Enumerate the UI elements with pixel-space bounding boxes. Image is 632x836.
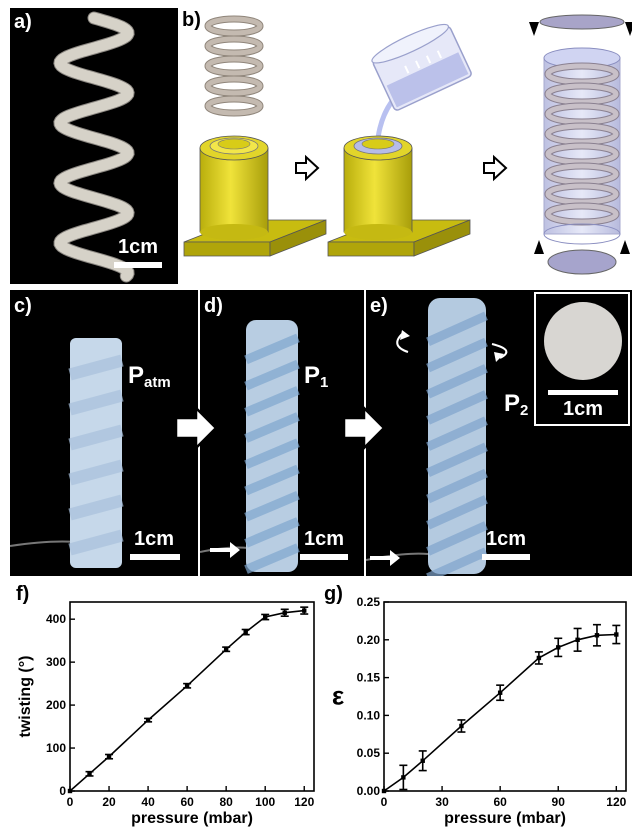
panel-d-scale-bar: [300, 554, 348, 560]
y-axis-label: ε: [332, 681, 344, 711]
series-line: [383, 633, 617, 792]
data-point: [67, 788, 73, 794]
x-tick-label: 30: [435, 795, 449, 809]
data-point: [243, 629, 248, 635]
data-point: [556, 645, 561, 650]
data-point: [459, 723, 464, 729]
y-tick-label: 0: [59, 784, 66, 798]
plot-frame: [69, 601, 315, 792]
data-point: [302, 608, 307, 613]
data-point: [614, 632, 619, 637]
pressure-label-p1: P1: [304, 362, 329, 391]
molding-process-diagram: [183, 14, 632, 275]
x-tick-label: 0: [381, 795, 388, 809]
pressure-label-p2: P2: [504, 390, 529, 419]
panel-g-label: g): [324, 583, 343, 605]
panel-a-label: a): [14, 11, 32, 33]
y-tick-label: 0.15: [357, 671, 381, 685]
y-axis-label: twisting (°): [17, 656, 34, 738]
x-axis-label: pressure (mbar): [131, 810, 253, 827]
data-point: [106, 754, 112, 759]
chart-g-strain: 0 30 60 90 120 0.00 0.05 0.10 0.15 0.20 0.25 pressu…: [332, 595, 627, 827]
cross-section-inset: 1cm: [534, 292, 630, 426]
y-tick-label: 400: [46, 612, 66, 626]
panel-a-scale-label: 1cm: [117, 236, 159, 258]
actuator-photo-p1: [200, 320, 300, 574]
data-point: [87, 771, 92, 777]
data-point: [497, 690, 503, 695]
panel-c-label: c): [14, 295, 32, 317]
series-line: [69, 609, 305, 792]
y-tick-label: 100: [46, 741, 66, 755]
panel-b-label: b): [182, 9, 201, 31]
pouring-beaker: [371, 23, 472, 139]
panel-f: f) 0 20 40 60 80 100 120 0 100 200 300 400 pressure …: [0, 578, 322, 836]
panel-c: c) Patm 1cm: [10, 290, 198, 576]
y-tick-label: 0.10: [357, 708, 381, 722]
yellow-mold-1: [183, 135, 327, 257]
data-point: [420, 758, 425, 763]
spiral-core-illustration: [204, 15, 264, 117]
yellow-mold-2: [327, 135, 471, 257]
data-point: [263, 614, 268, 620]
data-point: [381, 788, 387, 794]
data-point: [536, 655, 542, 661]
x-tick-label: 20: [102, 795, 116, 809]
x-tick-label: 120: [294, 795, 314, 809]
x-tick-label: 0: [67, 795, 74, 809]
panel-e: e) P2 1cm 1cm: [366, 290, 632, 576]
data-point: [282, 610, 287, 615]
actuator-photo-atmospheric: [10, 338, 124, 568]
actuator-photo-p2: [366, 298, 508, 576]
panel-e-scale-bar: [482, 554, 530, 560]
x-tick-label: 100: [255, 795, 275, 809]
panel-d: d) P1 1cm: [200, 290, 364, 576]
panel-c-scale-bar: [130, 554, 180, 560]
x-tick-label: 120: [606, 795, 626, 809]
x-tick-label: 60: [493, 795, 507, 809]
panel-a: a) 1cm: [10, 8, 178, 284]
data-point: [184, 683, 190, 688]
data-point: [223, 647, 229, 652]
panel-f-label: f): [16, 583, 30, 605]
data-point: [401, 775, 406, 780]
inset-scale-bar: [548, 390, 618, 395]
panel-b: b): [178, 8, 632, 284]
panel-d-label: d): [204, 295, 223, 317]
y-tick-label: 0.25: [357, 595, 381, 609]
process-arrow-1: [295, 154, 320, 182]
chart-f-twisting: 0 20 40 60 80 100 120 0 100 200 300 400 pressure (mb…: [17, 601, 315, 827]
pressure-label-atm: Patm: [128, 362, 171, 391]
process-arrow-2: [483, 154, 508, 182]
inset-scale-label: 1cm: [562, 398, 604, 420]
y-tick-label: 0.05: [357, 746, 381, 760]
x-tick-label: 40: [141, 795, 155, 809]
plot-frame: [383, 601, 627, 792]
y-tick-label: 0.20: [357, 633, 381, 647]
helix-spiral-photo: [53, 11, 135, 283]
panel-e-label: e): [370, 295, 388, 317]
panel-d-scale-label: 1cm: [303, 528, 345, 550]
y-tick-label: 0.00: [357, 784, 381, 798]
data-point: [594, 633, 600, 638]
panel-c-scale-label: 1cm: [133, 528, 175, 550]
y-tick-label: 200: [46, 698, 66, 712]
data-point: [575, 637, 580, 642]
panel-a-scale-bar: [114, 262, 162, 268]
data-point: [145, 717, 151, 723]
cross-section-disc: [544, 302, 622, 380]
x-tick-label: 90: [552, 795, 566, 809]
y-tick-label: 300: [46, 655, 66, 669]
x-tick-label: 60: [180, 795, 194, 809]
x-tick-label: 80: [219, 795, 233, 809]
assembled-tube: [529, 14, 632, 275]
x-axis-label: pressure (mbar): [444, 810, 566, 827]
panel-e-scale-label: 1cm: [485, 528, 527, 550]
panel-g: g) 0 30 60 90 120 0.00 0.05 0.10 0.15 0.20 0.25 pre…: [322, 578, 632, 836]
